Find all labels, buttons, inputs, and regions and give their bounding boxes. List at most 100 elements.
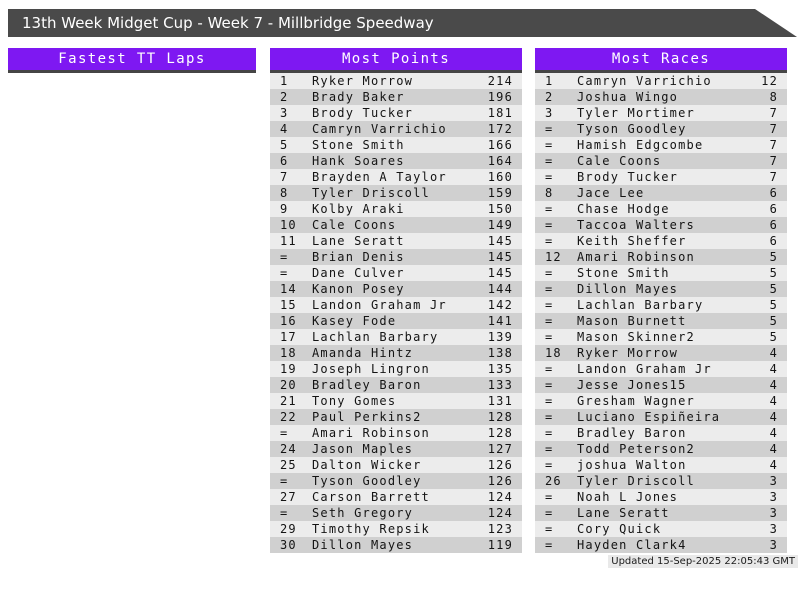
name-cell: Lane Seratt — [577, 506, 670, 520]
name-cell: Gresham Wagner — [577, 394, 695, 408]
name-cell: Joseph Lingron — [312, 362, 430, 376]
name-cell: Tyler Driscoll — [577, 474, 695, 488]
name-cell: Amanda Hintz — [312, 346, 414, 360]
leaderboard-column-most_races: Most Races 1 Camryn Varrichio 12 2 Joshua Win… — [535, 48, 787, 553]
value-cell: 164 — [487, 154, 513, 168]
value-cell: 166 — [487, 138, 513, 152]
value-cell: 7 — [769, 138, 778, 152]
table-row: 8 Tyler Driscoll 159 — [270, 185, 522, 201]
rank-cell: = — [545, 234, 554, 248]
rank-cell: = — [545, 378, 554, 392]
value-cell: 145 — [487, 250, 513, 264]
rank-cell: 12 — [545, 250, 562, 264]
rank-cell: = — [545, 410, 554, 424]
table-row: 2 Joshua Wingo 8 — [535, 89, 787, 105]
table-row: 25 Dalton Wicker 126 — [270, 457, 522, 473]
rank-cell: = — [280, 250, 289, 264]
value-cell: 3 — [769, 506, 778, 520]
name-cell: Amari Robinson — [577, 250, 695, 264]
league-stats-page: 13th Week Midget Cup - Week 7 - Millbrid… — [0, 9, 800, 568]
table-row: = Mason Skinner2 5 — [535, 329, 787, 345]
rank-cell: 25 — [280, 458, 297, 472]
table-row: = Luciano Espiñeira 4 — [535, 409, 787, 425]
value-cell: 3 — [769, 522, 778, 536]
table-row: = Chase Hodge 6 — [535, 201, 787, 217]
name-cell: Camryn Varrichio — [577, 74, 712, 88]
name-cell: Brody Tucker — [577, 170, 679, 184]
rank-cell: 19 — [280, 362, 297, 376]
name-cell: Hayden Clark4 — [577, 538, 687, 552]
name-cell: Dillon Mayes — [577, 282, 679, 296]
value-cell: 119 — [487, 538, 513, 552]
value-cell: 5 — [769, 314, 778, 328]
rank-cell: = — [545, 330, 554, 344]
name-cell: Chase Hodge — [577, 202, 670, 216]
value-cell: 124 — [487, 506, 513, 520]
table-row: = Dillon Mayes 5 — [535, 281, 787, 297]
table-row: = Taccoa Walters 6 — [535, 217, 787, 233]
table-row: = joshua Walton 4 — [535, 457, 787, 473]
rank-cell: 16 — [280, 314, 297, 328]
value-cell: 123 — [487, 522, 513, 536]
table-row: 15 Landon Graham Jr 142 — [270, 297, 522, 313]
rank-cell: = — [545, 298, 554, 312]
table-row: 18 Amanda Hintz 138 — [270, 345, 522, 361]
rank-cell: 8 — [545, 186, 554, 200]
table-row: 22 Paul Perkins2 128 — [270, 409, 522, 425]
table-row: 1 Ryker Morrow 214 — [270, 73, 522, 89]
value-cell: 196 — [487, 90, 513, 104]
value-cell: 126 — [487, 474, 513, 488]
value-cell: 6 — [769, 218, 778, 232]
table-row: 11 Lane Seratt 145 — [270, 233, 522, 249]
table-row: = Lachlan Barbary 5 — [535, 297, 787, 313]
leaderboard-column-most_points: Most Points 1 Ryker Morrow 214 2 Brady Baker 1… — [270, 48, 522, 553]
name-cell: Ryker Morrow — [577, 346, 679, 360]
value-cell: 6 — [769, 202, 778, 216]
table-row: = Dane Culver 145 — [270, 265, 522, 281]
name-cell: Luciano Espiñeira — [577, 410, 721, 424]
name-cell: Timothy Repsik — [312, 522, 430, 536]
value-cell: 126 — [487, 458, 513, 472]
value-cell: 149 — [487, 218, 513, 232]
name-cell: Camryn Varrichio — [312, 122, 447, 136]
table-row: = Noah L Jones 3 — [535, 489, 787, 505]
table-row: 18 Ryker Morrow 4 — [535, 345, 787, 361]
name-cell: Taccoa Walters — [577, 218, 695, 232]
table-row: = Stone Smith 5 — [535, 265, 787, 281]
name-cell: Lachlan Barbary — [312, 330, 439, 344]
rank-cell: 24 — [280, 442, 297, 456]
value-cell: 8 — [769, 90, 778, 104]
table-row: 19 Joseph Lingron 135 — [270, 361, 522, 377]
table-row: 10 Cale Coons 149 — [270, 217, 522, 233]
value-cell: 4 — [769, 378, 778, 392]
table-row: 20 Bradley Baron 133 — [270, 377, 522, 393]
name-cell: Mason Skinner2 — [577, 330, 695, 344]
rank-cell: 22 — [280, 410, 297, 424]
name-cell: Joshua Wingo — [577, 90, 679, 104]
rank-cell: 18 — [545, 346, 562, 360]
rank-cell: = — [280, 474, 289, 488]
value-cell: 4 — [769, 442, 778, 456]
value-cell: 3 — [769, 490, 778, 504]
value-cell: 145 — [487, 266, 513, 280]
value-cell: 133 — [487, 378, 513, 392]
name-cell: Tony Gomes — [312, 394, 397, 408]
table-row: 8 Jace Lee 6 — [535, 185, 787, 201]
rank-cell: = — [545, 490, 554, 504]
value-cell: 7 — [769, 170, 778, 184]
table-row: = Bradley Baron 4 — [535, 425, 787, 441]
table-row: 14 Kanon Posey 144 — [270, 281, 522, 297]
table-row: 1 Camryn Varrichio 12 — [535, 73, 787, 89]
name-cell: Dillon Mayes — [312, 538, 414, 552]
name-cell: Jace Lee — [577, 186, 645, 200]
rank-cell: = — [545, 522, 554, 536]
name-cell: Tyler Driscoll — [312, 186, 430, 200]
rank-cell: 7 — [280, 170, 289, 184]
value-cell: 141 — [487, 314, 513, 328]
rank-cell: = — [545, 538, 554, 552]
footer: Updated 15-Sep-2025 22:05:43 GMT — [0, 555, 798, 568]
value-cell: 7 — [769, 154, 778, 168]
table-row: 24 Jason Maples 127 — [270, 441, 522, 457]
value-cell: 4 — [769, 346, 778, 360]
name-cell: Amari Robinson — [312, 426, 430, 440]
